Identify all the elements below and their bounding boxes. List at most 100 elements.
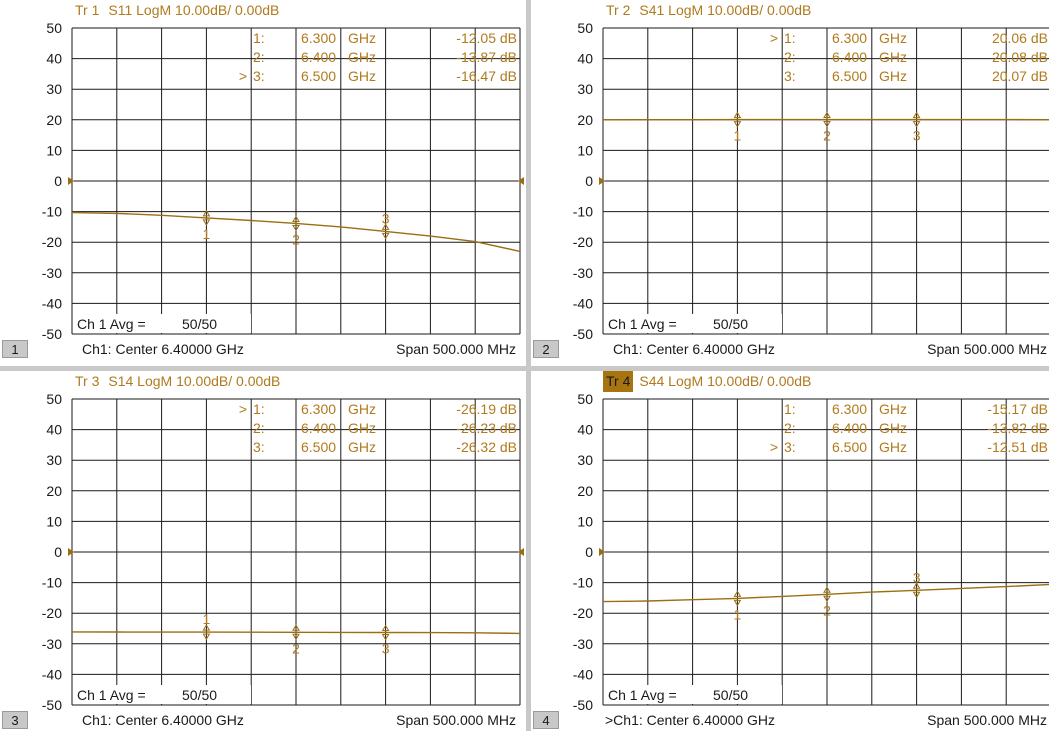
marker-value: 20.06 dB (992, 30, 1048, 46)
marker-index: 2: (253, 420, 265, 436)
marker-value: -16.47 dB (456, 68, 517, 84)
panel-number-badge[interactable]: 4 (533, 711, 559, 729)
active-marker-indicator: > (239, 401, 247, 417)
y-tick-label: -30 (573, 636, 593, 652)
marker-index: 3: (784, 439, 796, 455)
grid (72, 399, 520, 705)
averaging-value: 50/50 (182, 316, 217, 332)
span-frequency[interactable]: Span 500.000 MHz (396, 338, 516, 360)
panel-number-badge[interactable]: 1 (2, 340, 28, 358)
averaging-label: Ch 1 Avg = (608, 316, 677, 332)
averaging-label: Ch 1 Avg = (77, 687, 146, 703)
marker-frequency: 6.400 (832, 49, 867, 65)
y-tick-label: 20 (577, 112, 593, 128)
grid (603, 399, 1049, 705)
y-tick-label: 50 (46, 391, 62, 407)
status-bar: 1 Ch1: Center 6.40000 GHz Span 500.000 MHz (0, 338, 520, 360)
y-tick-label: -20 (573, 605, 593, 621)
marker-unit: GHz (879, 68, 907, 84)
y-tick-label: 20 (46, 112, 62, 128)
y-tick-label: -40 (573, 295, 593, 311)
marker-index: 2: (784, 49, 796, 65)
span-frequency[interactable]: Span 500.000 MHz (927, 709, 1047, 731)
ref-level-left-icon (68, 548, 74, 556)
status-bar: 3 Ch1: Center 6.40000 GHz Span 500.000 MHz (0, 709, 520, 731)
marker-1[interactable]: 1 (203, 211, 211, 242)
marker-value: -12.05 dB (456, 30, 517, 46)
y-tick-label: 30 (46, 81, 62, 97)
y-tick-label: 10 (46, 142, 62, 158)
marker-frequency: 6.400 (832, 420, 867, 436)
panel-number-badge[interactable]: 3 (2, 711, 28, 729)
y-tick-label: 20 (46, 483, 62, 499)
marker-2[interactable]: 2 (292, 216, 300, 247)
panel-number-badge[interactable]: 2 (533, 340, 559, 358)
ref-level-right-icon (518, 548, 524, 556)
grid (603, 28, 1049, 334)
status-bar: 4 >Ch1: Center 6.40000 GHz Span 500.000 MH… (531, 709, 1049, 731)
y-tick-label: -40 (42, 666, 62, 682)
y-tick-label: -20 (573, 234, 593, 250)
center-frequency[interactable]: >Ch1: Center 6.40000 GHz (605, 709, 775, 731)
marker-index: 2: (784, 420, 796, 436)
marker-value: -13.87 dB (456, 49, 517, 65)
y-tick-label: 0 (585, 544, 593, 560)
y-tick-label: 40 (46, 51, 62, 67)
marker-3[interactable]: 3 (382, 626, 390, 657)
marker-value: -13.82 dB (987, 420, 1048, 436)
marker-label: 2 (292, 640, 300, 656)
marker-label: 1 (203, 226, 211, 242)
marker-2[interactable]: 2 (823, 113, 831, 144)
span-frequency[interactable]: Span 500.000 MHz (396, 709, 516, 731)
y-tick-label: -30 (42, 265, 62, 281)
marker-unit: GHz (879, 30, 907, 46)
center-frequency[interactable]: Ch1: Center 6.40000 GHz (613, 338, 775, 360)
y-tick-label: -10 (573, 575, 593, 591)
marker-index: 3: (253, 68, 265, 84)
marker-1[interactable]: 1 (734, 591, 742, 622)
marker-3[interactable]: 3 (913, 113, 921, 144)
ref-level-right-icon (518, 177, 524, 185)
marker-unit: GHz (348, 401, 376, 417)
marker-unit: GHz (348, 420, 376, 436)
marker-frequency: 6.300 (301, 401, 336, 417)
marker-1[interactable]: 1 (734, 113, 742, 144)
marker-frequency: 6.300 (301, 30, 336, 46)
marker-index: 1: (784, 30, 796, 46)
center-frequency[interactable]: Ch1: Center 6.40000 GHz (82, 709, 244, 731)
marker-2[interactable]: 2 (823, 587, 831, 618)
marker-unit: GHz (879, 401, 907, 417)
y-tick-label: 30 (577, 81, 593, 97)
marker-label: 2 (823, 602, 831, 618)
span-frequency[interactable]: Span 500.000 MHz (927, 338, 1047, 360)
marker-2[interactable]: 2 (292, 625, 300, 656)
marker-unit: GHz (348, 439, 376, 455)
y-tick-label: -40 (42, 295, 62, 311)
center-frequency[interactable]: Ch1: Center 6.40000 GHz (82, 338, 244, 360)
marker-value: -15.17 dB (987, 401, 1048, 417)
y-tick-label: 0 (54, 173, 62, 189)
